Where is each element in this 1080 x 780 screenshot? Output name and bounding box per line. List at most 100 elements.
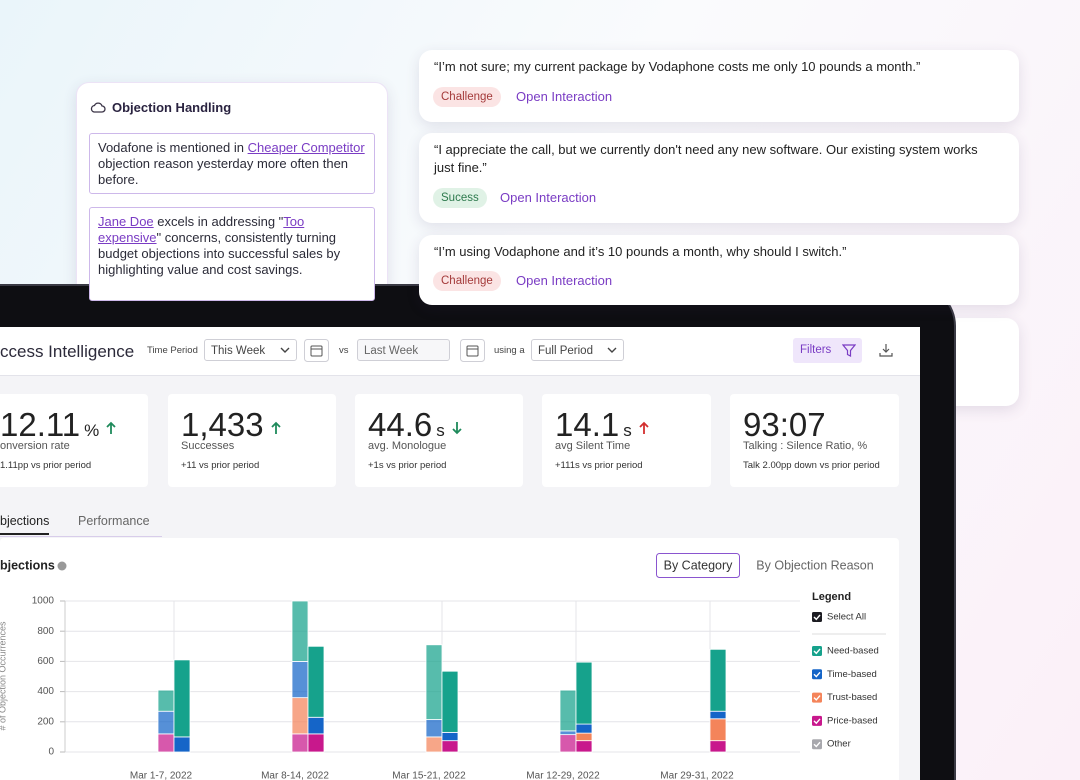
bar-segment	[441, 670, 459, 733]
toggle-option[interactable]: By Category	[664, 558, 734, 572]
kpi-value: 1,433	[181, 406, 282, 444]
calendar-button[interactable]	[304, 339, 329, 362]
check-mark	[813, 741, 821, 748]
kpi-card: 14.1 s avg Silent Time +111s vs prior perio…	[542, 394, 711, 487]
check-mark	[813, 671, 821, 678]
kpi-value: 44.6 s	[368, 406, 463, 444]
legend-title: Legend	[812, 591, 851, 603]
bar-segment	[425, 644, 443, 720]
legend-label: Price-based	[827, 715, 878, 726]
legend-checkbox[interactable]	[812, 646, 822, 656]
cloud-icon	[90, 102, 106, 113]
kpi-number: 14.1	[555, 406, 620, 443]
button-label: Filters	[800, 344, 832, 356]
open-interaction-link[interactable]: Open Interaction	[500, 190, 597, 205]
arrow-path	[452, 422, 462, 435]
bar-segment	[157, 733, 175, 753]
legend-checkbox[interactable]	[812, 612, 822, 622]
quote-card: “I’m using Vodaphone and it’s 10 pounds …	[419, 235, 1019, 305]
insight-link[interactable]: Too expensive	[98, 214, 305, 245]
select-value: Full Period	[538, 345, 593, 357]
kpi-unit: s	[623, 421, 632, 440]
range-select[interactable]: Full Period	[531, 339, 624, 361]
compare-period-input[interactable]: Last Week	[357, 339, 450, 361]
legend-checkbox[interactable]	[812, 739, 822, 750]
y-tick-label: 600	[37, 656, 54, 667]
check-mark	[813, 648, 821, 655]
insight-text: excels in addressing "	[153, 214, 284, 229]
kpi-card: 12.11% onversion rate 1.11pp vs prior peri…	[0, 394, 148, 487]
quote-card: “I’m not sure; my current package by Vod…	[419, 50, 1019, 122]
bar-segment	[173, 659, 191, 738]
quote-text: “I’m not sure; my current package by Vod…	[434, 59, 921, 74]
check-mark	[813, 718, 821, 725]
tab[interactable]: bjections	[0, 514, 50, 535]
bar-segment	[291, 661, 309, 699]
kpi-label: Talking : Silence Ratio, %	[743, 440, 868, 452]
insight-link[interactable]: Jane Doe	[98, 214, 154, 229]
filter-label: using a	[494, 345, 525, 356]
open-interaction-link[interactable]: Open Interaction	[516, 273, 613, 288]
kpi-card: 1,433 Successes +11 vs prior period	[168, 394, 336, 487]
kpi-unit: s	[436, 421, 445, 440]
kpi-number: 93:07	[743, 406, 826, 443]
quote-tag: Challenge	[433, 271, 501, 291]
kpi-label: avg. Monologue	[368, 440, 447, 452]
kpi-value: 12.11%	[0, 406, 117, 444]
filter-label: Time Period	[147, 345, 198, 356]
filter-label: vs	[339, 345, 349, 356]
y-tick-label: 0	[48, 747, 54, 758]
select-value: This Week	[211, 345, 266, 357]
x-tick-label: Mar 12-29, 2022	[526, 771, 600, 780]
tab-underline	[0, 536, 162, 537]
quote-tag: Sucess	[433, 188, 487, 208]
bar-segment	[425, 736, 443, 753]
dashboard-title: ccess Intelligence	[0, 342, 135, 361]
bar-segment	[709, 740, 727, 753]
bar-segment	[425, 719, 443, 738]
tab[interactable]: Performance	[78, 514, 150, 528]
trend-arrow	[452, 422, 462, 435]
legend-label: Other	[827, 739, 851, 750]
legend-checkbox[interactable]	[812, 669, 822, 680]
y-tick-label: 800	[37, 626, 54, 637]
quote-tag: Challenge	[433, 87, 501, 107]
kpi-unit: %	[84, 421, 100, 440]
bar-segment	[559, 730, 577, 736]
bar-segment	[709, 710, 727, 720]
toggle-active[interactable]	[656, 553, 740, 578]
legend-checkbox[interactable]	[812, 715, 822, 726]
download-button[interactable]	[879, 343, 893, 357]
toggle-option[interactable]: By Objection Reason	[756, 558, 873, 572]
time-period-select[interactable]: This Week	[204, 339, 297, 361]
bar-segment	[291, 733, 309, 753]
info-icon	[57, 561, 67, 571]
legend-checkbox[interactable]	[812, 692, 822, 703]
bar-segment	[307, 645, 325, 718]
arrow-path	[639, 421, 649, 434]
bar-segment	[575, 732, 593, 742]
select-value: Last Week	[364, 345, 419, 357]
kpi-delta: +1s vs prior period	[368, 460, 447, 471]
insight-text: " concerns, consistently turning budget …	[98, 230, 341, 277]
insight-link[interactable]: Cheaper Competitor	[247, 140, 365, 155]
y-axis-title: # of Objection Occurrences	[0, 621, 7, 731]
quote-text: “I appreciate the call, but we currently…	[434, 142, 978, 175]
bar-segment	[709, 648, 727, 712]
open-interaction-link[interactable]: Open Interaction	[516, 89, 613, 104]
legend-select-all: Select All	[827, 612, 866, 623]
calendar-button[interactable]	[460, 339, 485, 362]
legend-label: Need-based	[827, 646, 879, 657]
kpi-value: 93:07	[743, 406, 826, 444]
bar-segment	[575, 723, 593, 734]
trend-arrow	[639, 421, 649, 434]
bar-segment	[709, 718, 727, 742]
bar-segment	[157, 710, 175, 735]
arrow-path	[270, 421, 281, 434]
arrow-path	[106, 421, 116, 434]
kpi-label: avg Silent Time	[555, 440, 631, 452]
bar-segment	[307, 733, 325, 753]
filters-button[interactable]: Filters	[793, 338, 862, 363]
legend-label: Trust-based	[827, 692, 877, 703]
